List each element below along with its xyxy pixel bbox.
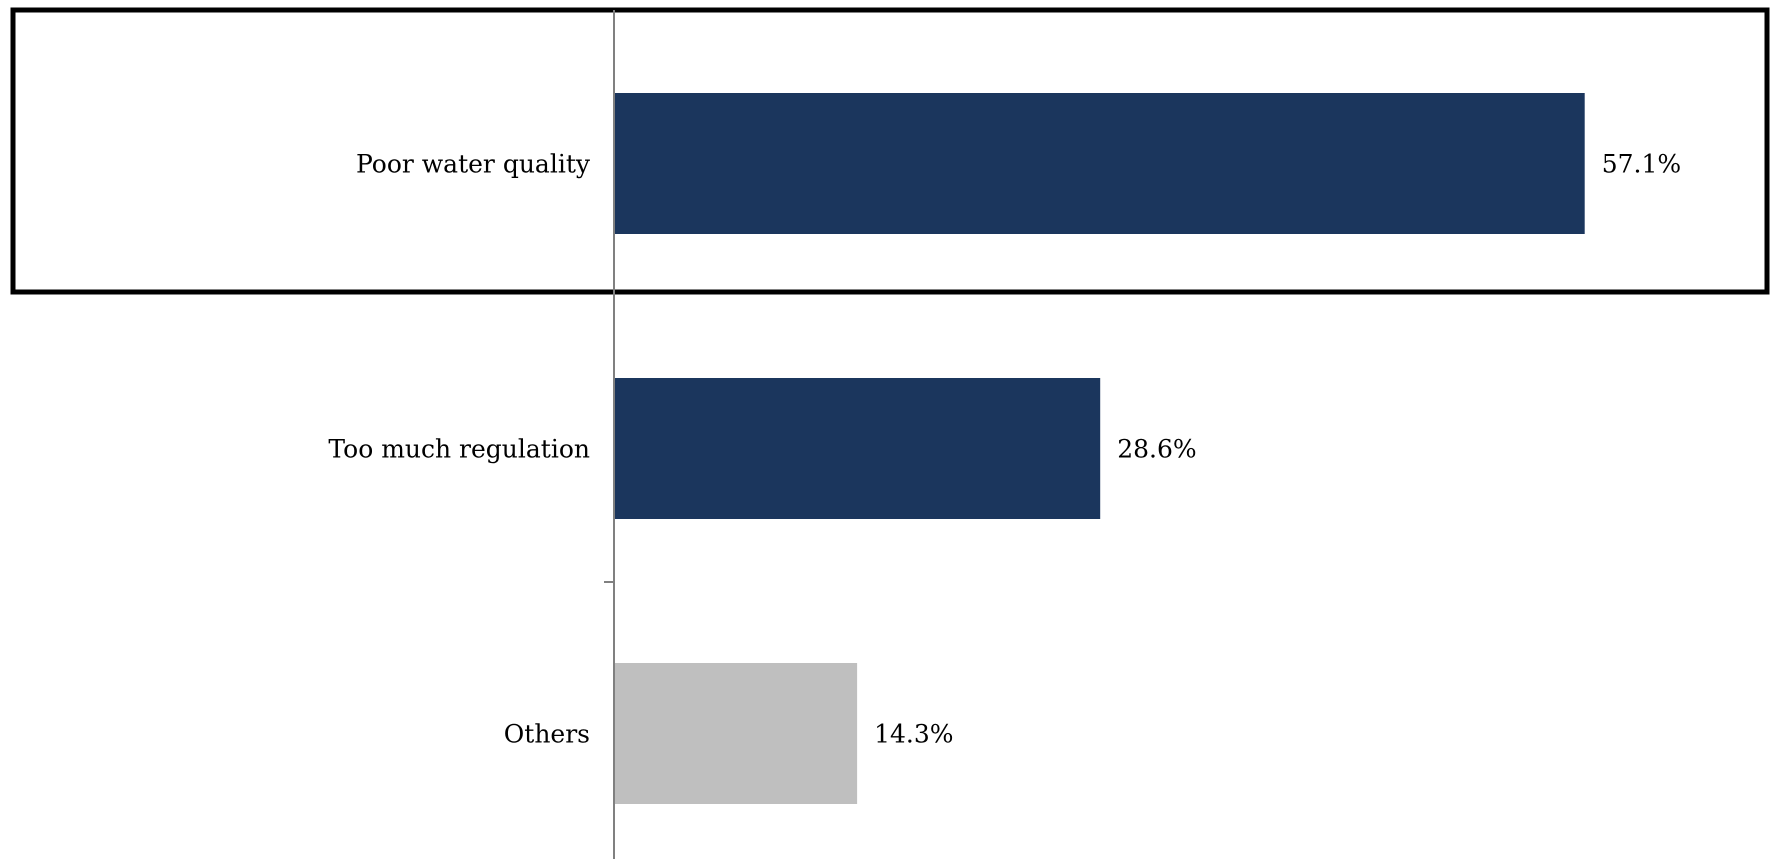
highlight-box xyxy=(10,7,1770,295)
value-label-too-much-regulation: 28.6% xyxy=(1117,435,1196,464)
category-labels-group: Poor water quality Too much regulation Oth… xyxy=(328,150,590,749)
bar-poor-water-quality xyxy=(614,93,1585,234)
category-label-others: Others xyxy=(504,720,590,749)
value-labels-group: 57.1% 28.6% 14.3% xyxy=(874,150,1681,749)
value-label-others: 14.3% xyxy=(874,720,953,749)
bar-too-much-regulation xyxy=(614,378,1101,519)
bars-group xyxy=(614,93,1585,804)
bar-others xyxy=(614,663,858,804)
category-label-poor-water-quality: Poor water quality xyxy=(356,150,591,179)
category-label-too-much-regulation: Too much regulation xyxy=(328,435,590,464)
value-label-poor-water-quality: 57.1% xyxy=(1602,150,1681,179)
